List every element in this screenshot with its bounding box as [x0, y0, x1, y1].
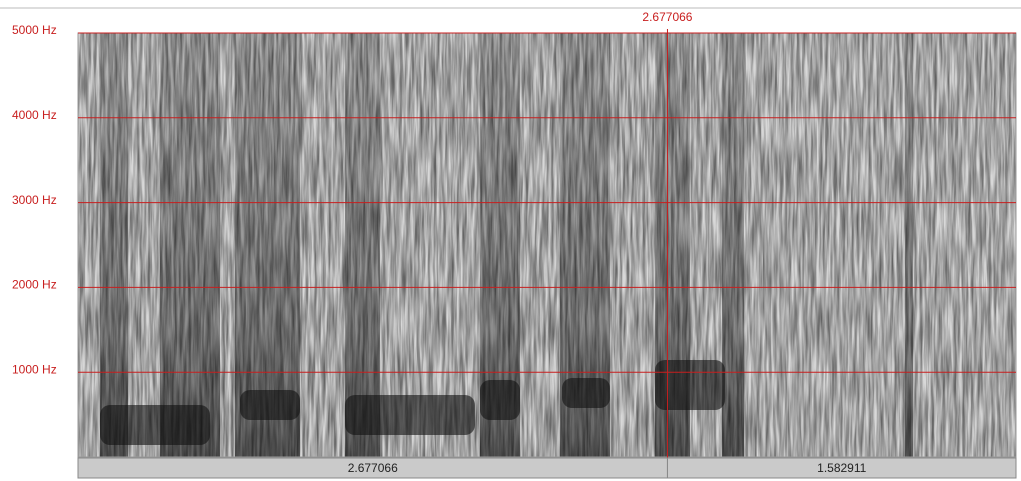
cursor-label: 2.677066: [642, 10, 692, 24]
spectrogram: [78, 33, 1016, 457]
y-tick-label: 1000 Hz: [12, 362, 57, 376]
y-tick-label: 2000 Hz: [12, 278, 57, 292]
y-tick-label: 5000 Hz: [12, 23, 57, 37]
segment-label: 2.677066: [348, 461, 398, 475]
y-tick-label: 3000 Hz: [12, 193, 57, 207]
y-tick-label: 4000 Hz: [12, 108, 57, 122]
spectrogram-texture: [78, 33, 1016, 457]
segment: [666, 457, 1017, 479]
segment-label: 1.582911: [817, 461, 866, 475]
